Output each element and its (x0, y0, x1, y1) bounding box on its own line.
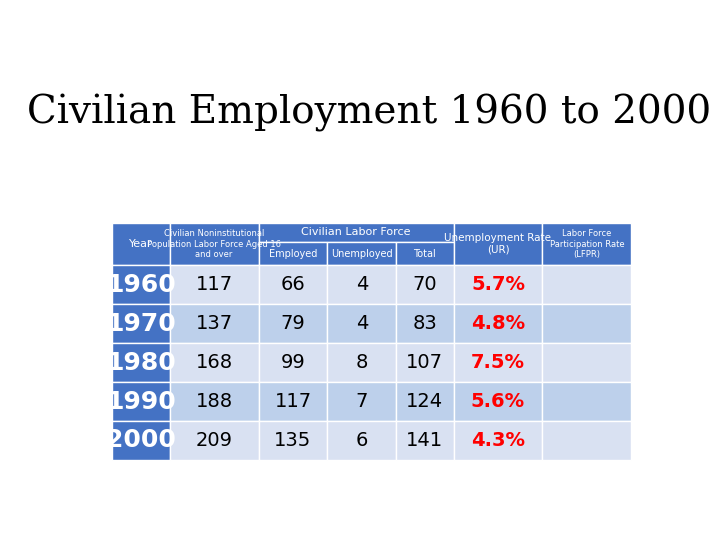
Bar (258, 242, 328, 266)
Text: 8: 8 (356, 353, 368, 372)
Bar (542, 223, 631, 266)
Bar (542, 382, 631, 421)
Bar (542, 305, 631, 343)
Bar (258, 223, 454, 242)
Bar (258, 421, 328, 460)
Bar (396, 266, 454, 305)
Text: 5.7%: 5.7% (471, 275, 525, 294)
Text: 1980: 1980 (106, 350, 176, 375)
Text: 4: 4 (356, 314, 368, 333)
Text: 66: 66 (281, 275, 305, 294)
Text: Civilian Labor Force: Civilian Labor Force (301, 227, 411, 238)
Text: 79: 79 (281, 314, 305, 333)
Bar (112, 266, 170, 305)
Text: 1990: 1990 (106, 389, 176, 414)
Bar (454, 266, 542, 305)
Text: Civilian Noninstitutional
Population Labor Force Aged 16
and over: Civilian Noninstitutional Population Lab… (147, 230, 281, 259)
Bar (258, 343, 328, 382)
Bar (328, 305, 396, 343)
Bar (112, 305, 170, 343)
Bar (542, 421, 631, 460)
Bar (112, 223, 170, 266)
Text: Labor Force
Participation Rate
(LFPR): Labor Force Participation Rate (LFPR) (549, 230, 624, 259)
Bar (454, 305, 542, 343)
Bar (396, 382, 454, 421)
Text: Employed: Employed (269, 249, 317, 259)
Text: 6: 6 (356, 431, 368, 450)
Bar (258, 305, 328, 343)
Bar (170, 382, 258, 421)
Text: 117: 117 (274, 392, 312, 411)
Text: 1970: 1970 (106, 312, 176, 336)
Text: 117: 117 (196, 275, 233, 294)
Text: 2000: 2000 (106, 428, 176, 453)
Bar (396, 343, 454, 382)
Text: 4.8%: 4.8% (471, 314, 525, 333)
Bar (454, 382, 542, 421)
Bar (328, 343, 396, 382)
Text: 107: 107 (406, 353, 444, 372)
Bar (170, 305, 258, 343)
Bar (170, 223, 258, 266)
Bar (258, 382, 328, 421)
Bar (328, 242, 396, 266)
Bar (170, 266, 258, 305)
Text: 7: 7 (356, 392, 368, 411)
Bar (542, 266, 631, 305)
Text: 7.5%: 7.5% (471, 353, 525, 372)
Bar (170, 343, 258, 382)
Text: 137: 137 (196, 314, 233, 333)
Bar (454, 343, 542, 382)
Text: 124: 124 (406, 392, 444, 411)
Text: 99: 99 (281, 353, 305, 372)
Text: Year: Year (129, 239, 153, 249)
Text: 70: 70 (413, 275, 437, 294)
Bar (396, 421, 454, 460)
Text: Unemployment Rate
(UR): Unemployment Rate (UR) (444, 233, 552, 255)
Bar (112, 343, 170, 382)
Bar (258, 266, 328, 305)
Text: Civilian Employment 1960 to 2000: Civilian Employment 1960 to 2000 (27, 94, 711, 132)
Text: 83: 83 (413, 314, 437, 333)
Bar (542, 343, 631, 382)
Text: 209: 209 (196, 431, 233, 450)
Bar (170, 421, 258, 460)
Bar (454, 421, 542, 460)
Text: Unemployed: Unemployed (331, 249, 392, 259)
Bar (328, 382, 396, 421)
Text: 1960: 1960 (106, 273, 176, 297)
Bar (396, 305, 454, 343)
Bar (454, 223, 542, 266)
Bar (112, 382, 170, 421)
Bar (328, 421, 396, 460)
Bar (396, 242, 454, 266)
Text: 141: 141 (406, 431, 444, 450)
Text: 4.3%: 4.3% (471, 431, 525, 450)
Text: 4: 4 (356, 275, 368, 294)
Text: 5.6%: 5.6% (471, 392, 525, 411)
Text: 135: 135 (274, 431, 312, 450)
Bar (328, 266, 396, 305)
Bar (112, 421, 170, 460)
Text: 168: 168 (196, 353, 233, 372)
Text: Total: Total (413, 249, 436, 259)
Text: 188: 188 (196, 392, 233, 411)
